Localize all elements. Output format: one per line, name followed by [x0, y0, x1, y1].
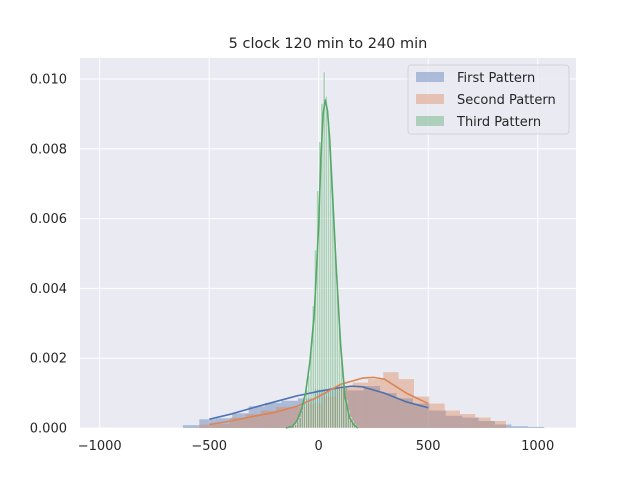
histogram-bar — [325, 96, 328, 429]
histogram-bar — [215, 418, 233, 428]
kde-lines — [209, 99, 429, 429]
legend-swatch — [416, 116, 444, 126]
histogram-bar — [527, 426, 545, 428]
y-tick-label: 0.008 — [30, 142, 67, 157]
y-tick-label: 0.006 — [30, 212, 67, 227]
histogram-bar — [352, 382, 368, 428]
legend-item: Third Pattern — [416, 115, 541, 130]
histogram-bar — [298, 417, 302, 429]
histogram-bar — [363, 386, 381, 428]
kde-line — [285, 99, 359, 429]
histogram-bar — [294, 424, 297, 429]
histogram-bar — [322, 71, 326, 429]
chart-title: 5 clock 120 min to 240 min — [229, 36, 428, 52]
y-tick-label: 0.000 — [30, 422, 67, 437]
histogram-series — [182, 386, 545, 428]
y-axis-ticks: 0.000 0.002 0.004 0.006 0.008 0.010 — [30, 72, 67, 436]
histogram-bar — [429, 403, 445, 428]
legend-label: First Pattern — [457, 71, 535, 86]
histogram-bar — [199, 424, 215, 428]
histogram-bar — [265, 402, 282, 428]
y-tick-label: 0.010 — [30, 72, 67, 87]
histogram-bar — [445, 415, 463, 428]
legend-label: Second Pattern — [457, 93, 556, 108]
x-tick-label: −500 — [191, 439, 227, 454]
legend: First Pattern Second Pattern Third Pattern — [407, 64, 570, 135]
histogram-bar — [412, 403, 430, 428]
histogram-bar — [475, 417, 491, 428]
histogram-bar — [490, 421, 506, 428]
histogram-bar — [494, 424, 512, 428]
legend-swatch — [416, 94, 444, 104]
histogram-bar — [478, 421, 495, 428]
histogram-bar — [327, 120, 330, 429]
histogram-bar — [275, 407, 292, 428]
histogram-bar — [330, 387, 348, 428]
histogram-bar — [182, 425, 200, 428]
histogram-bar — [444, 410, 460, 428]
x-axis-ticks: −1000 −500 0 500 1000 — [78, 439, 555, 454]
histogram-bar — [459, 414, 476, 428]
kde-line — [209, 376, 429, 426]
histogram-bar — [214, 423, 231, 428]
histogram-bar — [329, 155, 333, 429]
histogram-bars — [182, 71, 545, 429]
histogram-bar — [300, 410, 304, 429]
histogram-bar — [230, 417, 246, 428]
legend-swatch — [416, 72, 444, 82]
y-tick-label: 0.002 — [30, 352, 67, 367]
histogram-bar — [462, 417, 479, 428]
histogram-bar — [296, 420, 300, 429]
histogram-bar — [232, 413, 249, 428]
x-tick-label: 500 — [416, 439, 441, 454]
histogram-bar — [199, 419, 216, 428]
histogram-bar — [347, 390, 364, 428]
x-tick-label: 1000 — [521, 439, 554, 454]
histogram-bar — [396, 398, 413, 428]
legend-box — [407, 64, 570, 135]
x-tick-label: 0 — [315, 439, 323, 454]
legend-label: Third Pattern — [456, 115, 541, 130]
histogram-bar — [314, 389, 331, 428]
histogram-bar — [429, 410, 446, 428]
y-tick-label: 0.004 — [30, 282, 67, 297]
histogram-bar — [380, 393, 397, 428]
histogram-bar — [511, 426, 528, 428]
histogram-bar — [367, 379, 384, 428]
x-tick-label: −1000 — [78, 439, 122, 454]
histogram-bar — [303, 399, 306, 429]
legend-item: First Pattern — [416, 71, 535, 86]
legend-item: Second Pattern — [416, 93, 556, 108]
histogram-bar — [248, 406, 266, 428]
kde-line — [209, 385, 429, 421]
histogram-bar — [305, 389, 308, 429]
